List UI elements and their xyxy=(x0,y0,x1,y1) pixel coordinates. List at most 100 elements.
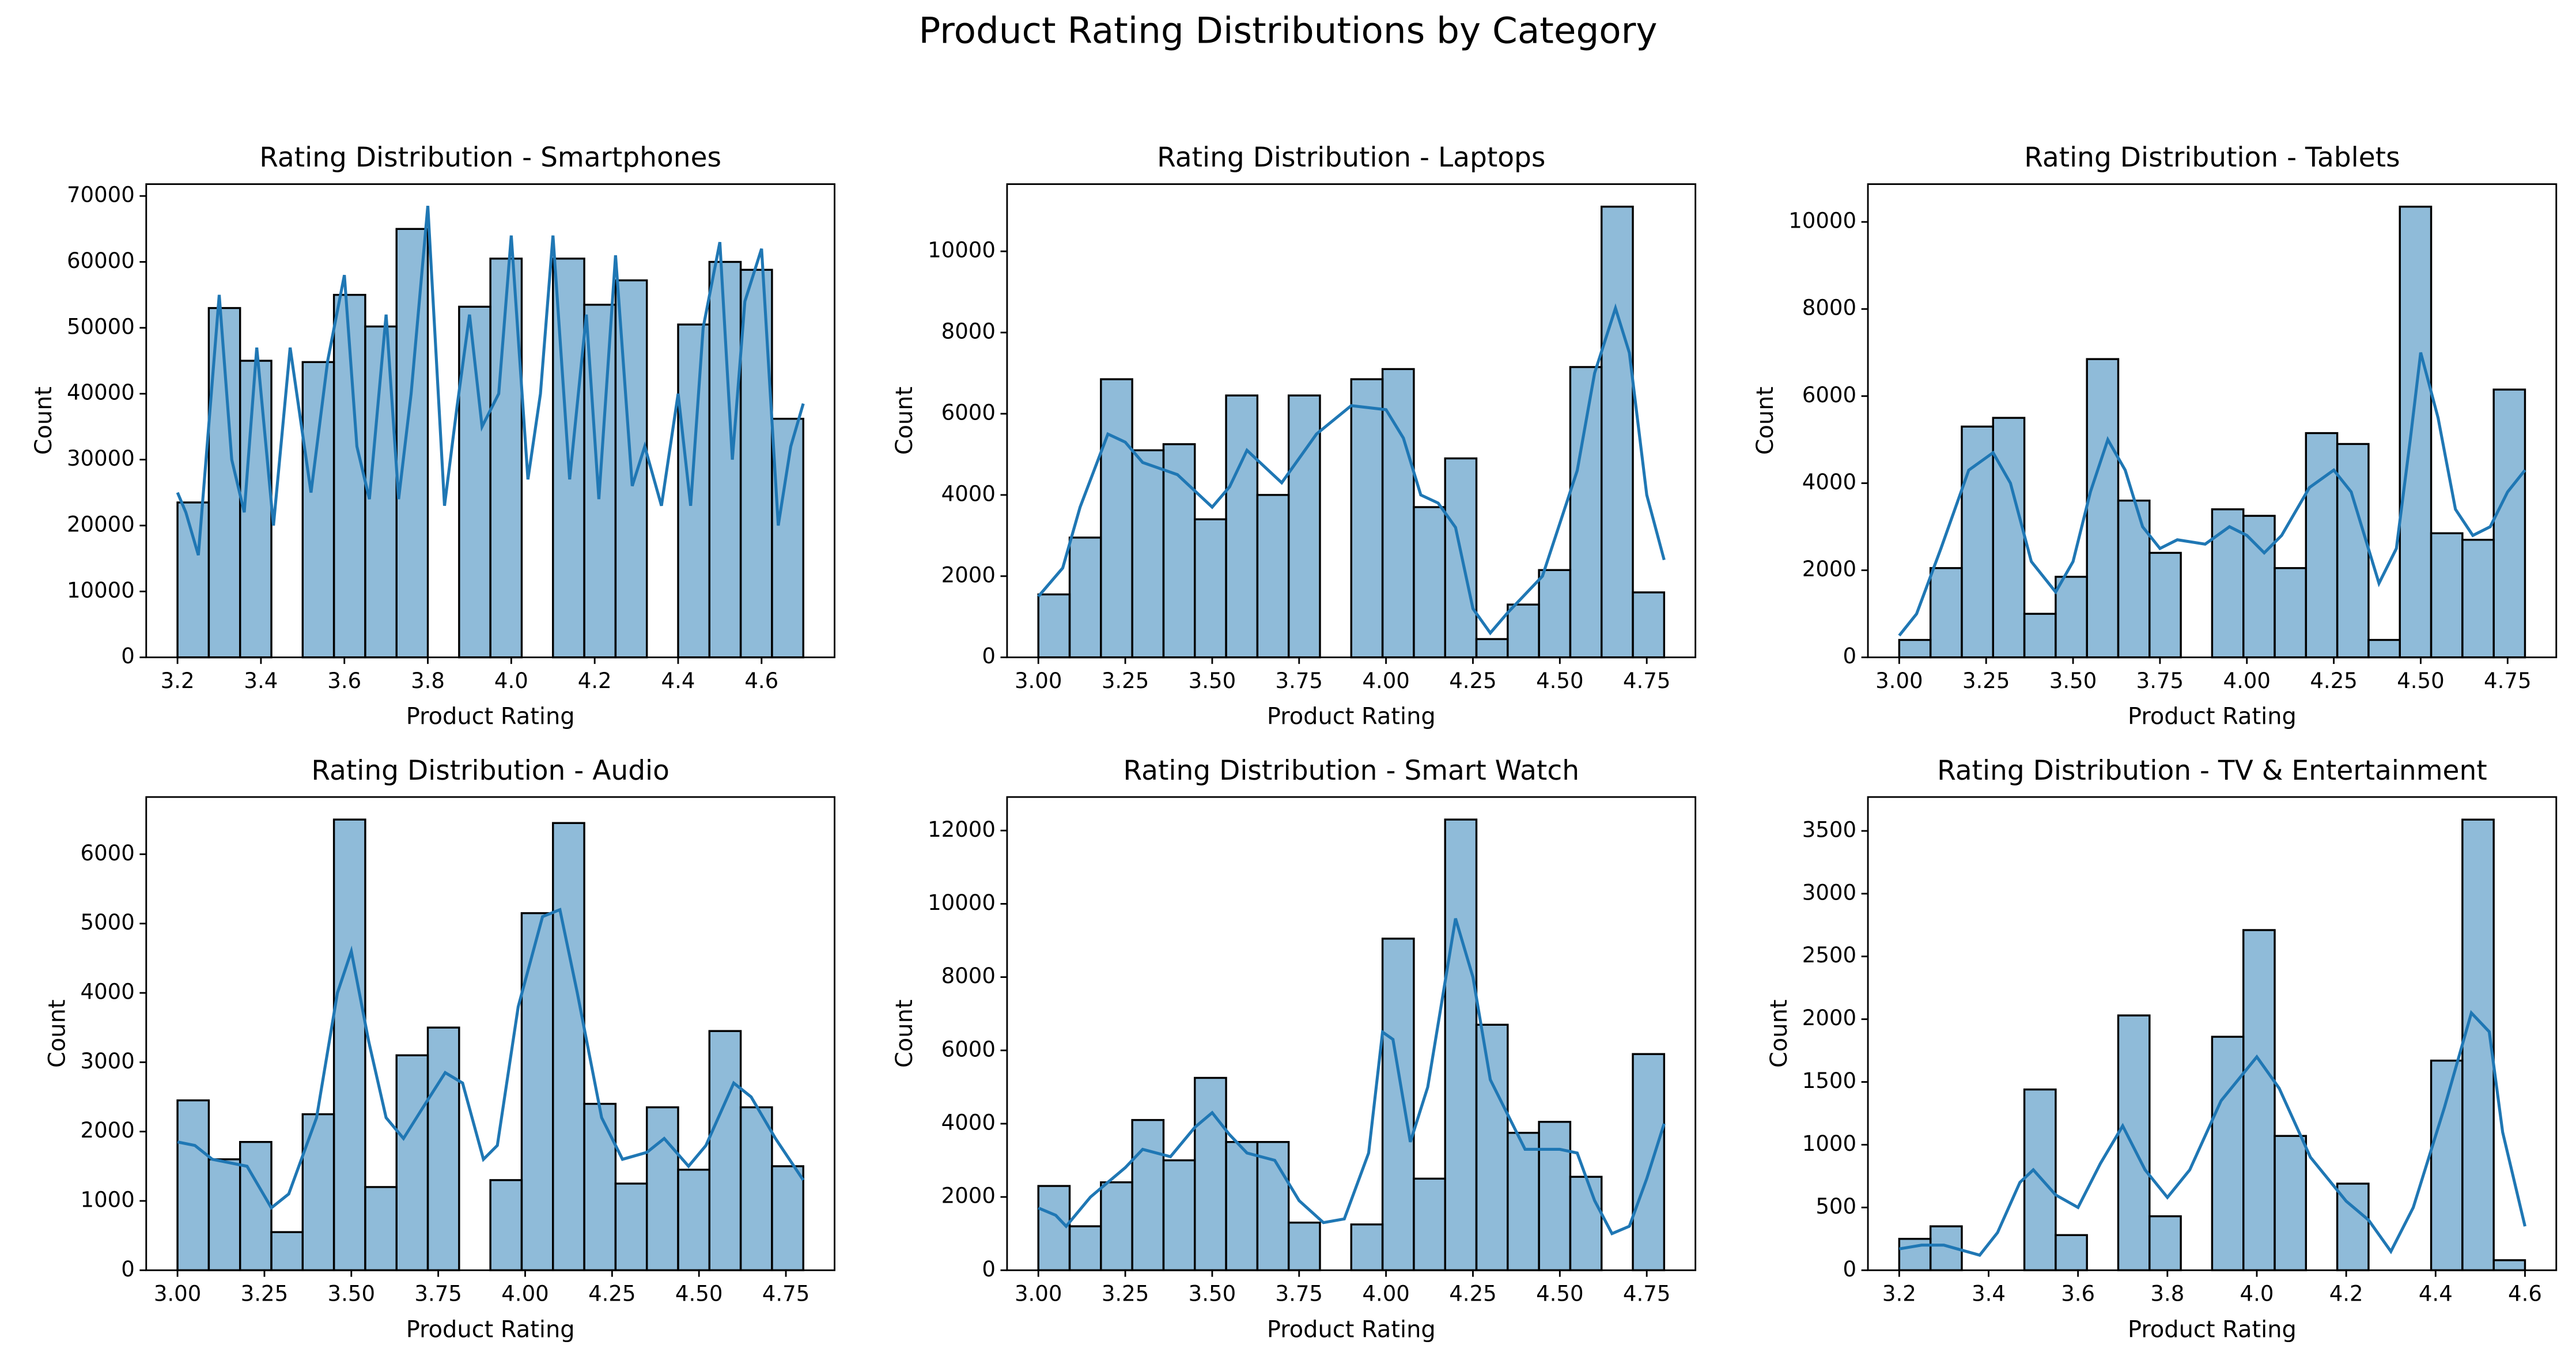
bar xyxy=(2274,1135,2308,1272)
subplot-title: Rating Distribution - Audio xyxy=(311,755,669,787)
bar xyxy=(2086,358,2120,659)
bar xyxy=(2023,613,2057,659)
x-tick-label: 4.6 xyxy=(2508,1282,2542,1306)
bar xyxy=(1350,1223,1384,1272)
bar xyxy=(1929,567,1963,659)
y-tick-label: 50000 xyxy=(67,314,135,339)
bar xyxy=(2117,1014,2151,1272)
bar xyxy=(1507,1132,1540,1272)
y-tick-label: 2500 xyxy=(1802,943,1856,968)
x-tick-label: 3.00 xyxy=(154,1282,202,1306)
bar xyxy=(270,1231,304,1272)
bar xyxy=(2242,515,2276,659)
x-tick-label: 3.25 xyxy=(241,1282,288,1306)
y-tick-label: 10000 xyxy=(928,238,996,263)
y-tick-label: 2000 xyxy=(1802,557,1856,581)
x-tick-label: 3.50 xyxy=(1189,668,1236,693)
bar xyxy=(739,1106,773,1272)
bar xyxy=(2367,638,2401,659)
y-tick-label: 0 xyxy=(982,1257,996,1282)
y-tick-label: 3000 xyxy=(1802,880,1856,905)
bar xyxy=(395,228,429,659)
x-tick-label: 4.00 xyxy=(1362,668,1409,693)
bar xyxy=(1444,818,1478,1272)
bar xyxy=(708,1030,742,1272)
y-tick-label: 3000 xyxy=(81,1049,135,1074)
bar xyxy=(1961,425,1994,659)
x-tick-label: 4.75 xyxy=(1623,668,1670,693)
x-tick-label: 3.25 xyxy=(1962,668,2010,693)
x-tick-label: 4.25 xyxy=(588,1282,636,1306)
x-tick-label: 3.75 xyxy=(1276,1282,1323,1306)
y-tick-label: 2000 xyxy=(81,1118,135,1143)
bar xyxy=(1068,536,1102,659)
bar xyxy=(614,1182,648,1272)
x-tick-label: 4.4 xyxy=(2419,1282,2453,1306)
x-tick-label: 4.25 xyxy=(2310,668,2358,693)
x-tick-label: 4.50 xyxy=(675,1282,723,1306)
subplot-title: Rating Distribution - TV & Entertainment xyxy=(1937,755,2487,787)
x-axis-label: Product Rating xyxy=(1267,704,1436,730)
bar xyxy=(1037,593,1071,659)
y-tick-label: 5000 xyxy=(81,910,135,935)
bar xyxy=(1475,638,1509,659)
y-tick-label: 8000 xyxy=(1802,296,1856,320)
x-tick-label: 3.00 xyxy=(1015,668,1062,693)
y-tick-label: 8000 xyxy=(941,319,996,344)
y-tick-label: 0 xyxy=(1843,1257,1857,1282)
bar xyxy=(2430,532,2464,659)
plot-frame xyxy=(1867,183,2558,659)
bar xyxy=(2148,551,2182,659)
x-tick-label: 3.75 xyxy=(1276,668,1323,693)
x-tick-label: 4.00 xyxy=(501,1282,549,1306)
bar xyxy=(1413,1177,1446,1272)
bar xyxy=(1194,518,1227,659)
x-tick-label: 3.8 xyxy=(411,668,445,693)
bar xyxy=(677,323,710,659)
x-tick-label: 4.2 xyxy=(2329,1282,2363,1306)
kde-line xyxy=(177,908,805,1210)
x-tick-label: 3.6 xyxy=(2061,1282,2095,1306)
x-tick-label: 3.2 xyxy=(1882,1282,1916,1306)
subplot-title: Rating Distribution - Laptops xyxy=(1157,142,1545,173)
bar xyxy=(771,417,804,659)
x-tick-label: 4.00 xyxy=(2223,668,2271,693)
bar xyxy=(2430,1059,2464,1272)
x-tick-label: 3.75 xyxy=(2136,668,2184,693)
bar xyxy=(1898,1238,1932,1272)
bar xyxy=(645,1106,679,1272)
x-tick-label: 4.6 xyxy=(744,668,778,693)
x-axis-label: Product Rating xyxy=(2128,1316,2297,1343)
plot-frame xyxy=(1867,796,2558,1271)
bar xyxy=(2492,1259,2526,1272)
bar xyxy=(2055,576,2088,659)
bar xyxy=(1632,591,1666,659)
bar xyxy=(583,1102,617,1272)
x-tick-label: 4.4 xyxy=(661,668,695,693)
plot-frame xyxy=(145,183,835,659)
bar xyxy=(1225,394,1259,659)
bar xyxy=(364,1186,398,1272)
bar xyxy=(2461,539,2495,659)
bar xyxy=(1131,1119,1165,1272)
bar xyxy=(426,1026,460,1272)
bar xyxy=(1350,378,1384,659)
y-tick-label: 12000 xyxy=(928,817,996,842)
bar xyxy=(1538,569,1572,659)
x-tick-label: 3.25 xyxy=(1102,668,1149,693)
y-tick-label: 3500 xyxy=(1802,817,1856,842)
y-tick-label: 2000 xyxy=(1802,1006,1856,1030)
y-tick-label: 4000 xyxy=(941,481,996,506)
bar xyxy=(1287,394,1321,659)
bar xyxy=(552,822,585,1272)
y-axis-label: Count xyxy=(44,999,71,1068)
y-axis-label: Count xyxy=(1752,387,1779,455)
bar xyxy=(239,1140,273,1272)
y-tick-label: 10000 xyxy=(1788,209,1856,233)
y-tick-label: 0 xyxy=(121,644,135,668)
x-tick-label: 3.00 xyxy=(1015,1282,1062,1306)
x-tick-label: 4.75 xyxy=(1623,1282,1670,1306)
bar xyxy=(1100,1181,1133,1272)
x-tick-label: 3.00 xyxy=(1875,668,1923,693)
y-axis-label: Count xyxy=(891,387,918,455)
